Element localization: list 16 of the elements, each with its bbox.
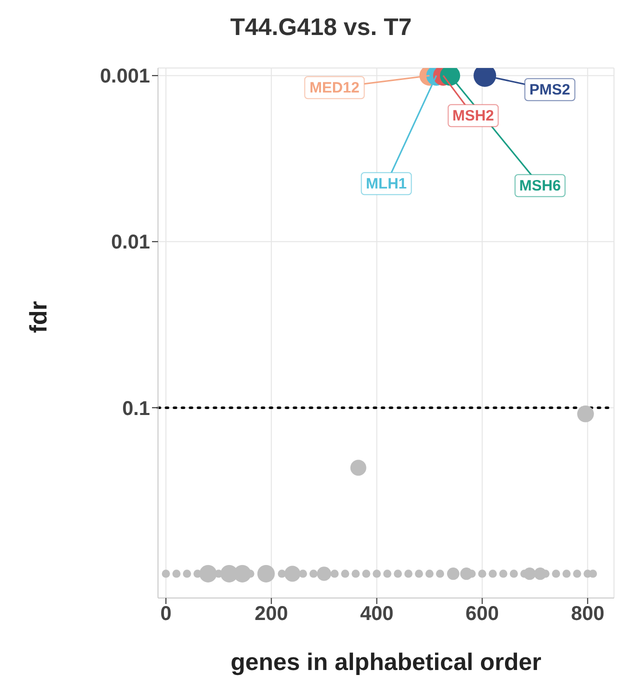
- x-tick-label: 200: [254, 603, 288, 626]
- x-tick-label: 800: [570, 603, 604, 626]
- y-tick-label: 0.001: [100, 66, 150, 88]
- annotation: PMS2: [529, 82, 570, 99]
- y-axis-title: fdr: [26, 301, 53, 333]
- x-axis-title: genes in alphabetical order: [230, 649, 542, 676]
- annotation: MLH1: [366, 176, 407, 193]
- annotation: MSH2: [452, 108, 494, 125]
- chart-title: T44.G418 vs. T7: [229, 13, 413, 43]
- x-tick-label: 600: [466, 603, 499, 626]
- x-tick-label: 400: [360, 603, 394, 626]
- x-tick-label: 0: [160, 603, 172, 626]
- annotation: MED12: [309, 80, 360, 97]
- y-tick-label: 0.1: [122, 398, 150, 420]
- annotation: MSH6: [519, 178, 561, 195]
- y-tick-label: 0.01: [111, 232, 150, 254]
